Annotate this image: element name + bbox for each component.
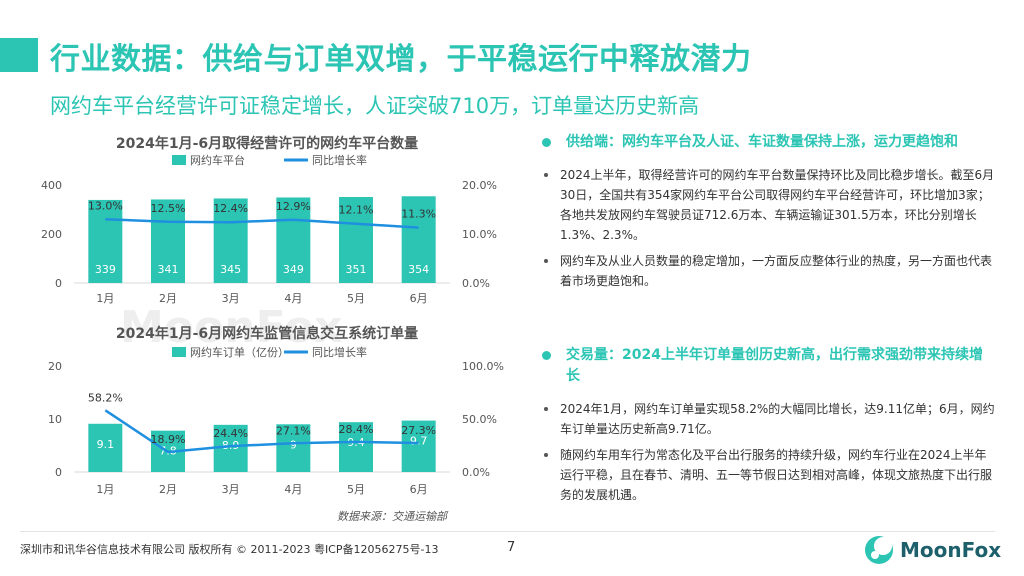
bar [401, 196, 436, 283]
moonfox-logo-icon [865, 536, 893, 564]
growth-value-label: 18.9% [151, 433, 186, 446]
category-label: 6月 [410, 483, 428, 496]
trade-bullet-2-text: 随网约车用车行为常态化及平台出行服务的持续升级，网约车行业在2024上半年运行平… [560, 448, 993, 502]
growth-value-label: 28.4% [339, 423, 374, 436]
bar-value-label: 349 [283, 263, 304, 276]
legend-bar-swatch [172, 155, 186, 165]
legend-line-label: 同比增长率 [312, 345, 367, 359]
bar [276, 424, 311, 472]
growth-value-label: 12.5% [151, 202, 186, 215]
chart-title: 2024年1月-6月网约车监管信息交互系统订单量 [116, 325, 418, 342]
chart-title: 2024年1月-6月取得经营许可的网约车平台数量 [116, 135, 418, 152]
bar-value-label: 354 [408, 263, 429, 276]
bullet-dot-icon [544, 259, 548, 263]
trade-bullet-1: 2024年1月，网约车订单量实现58.2%的大幅同比增长，达9.11亿单；6月，… [536, 399, 996, 439]
growth-value-label: 27.1% [276, 424, 311, 437]
growth-value-label: 12.4% [213, 202, 248, 215]
bar [401, 420, 436, 472]
y2-tick-label: 100.0% [462, 360, 504, 373]
trade-heading: 交易量：2024上半年订单量创历史新高，出行需求强劲带来持续增长 [536, 345, 996, 387]
bullet-dot-icon [544, 407, 548, 411]
bar [213, 198, 248, 283]
y2-tick-label: 50.0% [462, 413, 497, 426]
category-label: 4月 [284, 292, 302, 305]
y-tick-label: 200 [41, 228, 62, 241]
bar-value-label: 9.7 [410, 435, 428, 448]
bullet-dot-icon [544, 453, 548, 457]
category-label: 2月 [159, 292, 177, 305]
bar-value-label: 339 [95, 263, 116, 276]
footer-copyright: 深圳市和讯华谷信息技术有限公司 版权所有 © 2011-2023 粤ICP备12… [20, 543, 439, 556]
bar [88, 199, 123, 283]
bar-value-label: 9.1 [97, 438, 115, 451]
bar-value-label: 345 [220, 263, 241, 276]
page-title: 行业数据：供给与订单双增，于平稳运行中释放潜力 [50, 42, 752, 77]
bar [151, 199, 185, 283]
footer-divider [20, 531, 995, 532]
category-label: 5月 [347, 292, 365, 305]
bar [339, 197, 373, 283]
category-label: 3月 [222, 483, 240, 496]
bar [276, 197, 311, 283]
growth-value-label: 11.3% [401, 208, 436, 221]
growth-value-label: 24.4% [213, 427, 248, 440]
category-label: 6月 [410, 292, 428, 305]
growth-value-label: 27.3% [401, 424, 436, 437]
legend-bar-swatch [172, 347, 186, 357]
bar-value-label: 341 [158, 263, 179, 276]
supply-bullet-1-text: 2024上半年，取得经营许可的网约车平台数量保持环比及同比稳步增长。截至6月30… [560, 168, 995, 242]
growth-line [105, 218, 419, 229]
category-label: 1月 [96, 483, 114, 496]
supply-bullet-2: 网约车及从业人员数量的稳定增加，一方面反应整体行业的热度，另一方面也代表着市场更… [536, 251, 996, 291]
category-label: 3月 [222, 292, 240, 305]
bar-value-label: 9 [290, 438, 297, 451]
growth-value-label: 12.9% [276, 200, 311, 213]
supply-heading-text: 供给端：网约车平台及人证、车证数量保持上涨，运力更趋饱和 [566, 134, 958, 150]
bullet-dot-icon [544, 173, 548, 177]
y-tick-label: 0 [55, 466, 62, 479]
title-accent-bar [0, 38, 38, 72]
category-label: 4月 [284, 483, 302, 496]
source-note: 数据来源：交通运输部 [337, 510, 449, 523]
y-tick-label: 0 [55, 277, 62, 290]
legend-bar-label: 网约车平台 [190, 153, 245, 167]
watermark: MoonFox [120, 302, 342, 353]
growth-value-label: 12.1% [339, 204, 374, 217]
logo-wordmark: MoonFox [900, 538, 1002, 562]
y-tick-label: 10 [48, 413, 62, 426]
y2-tick-label: 0.0% [462, 466, 490, 479]
y-tick-label: 20 [48, 360, 62, 373]
y-tick-label: 400 [41, 179, 62, 192]
y2-tick-label: 10.0% [462, 228, 497, 241]
trade-bullet-1-text: 2024年1月，网约车订单量实现58.2%的大幅同比增长，达9.11亿单；6月，… [560, 402, 995, 436]
supply-heading: 供给端：网约车平台及人证、车证数量保持上涨，运力更趋饱和 [536, 132, 996, 153]
growth-value-label: 58.2% [88, 391, 123, 404]
y2-tick-label: 20.0% [462, 179, 497, 192]
supply-bullet-1: 2024上半年，取得经营许可的网约车平台数量保持环比及同比稳步增长。截至6月30… [536, 165, 996, 245]
growth-line [104, 409, 419, 454]
category-label: 2月 [159, 483, 177, 496]
trade-heading-text: 交易量：2024上半年订单量创历史新高，出行需求强劲带来持续增长 [566, 347, 983, 384]
supply-bullet-icon [542, 138, 551, 147]
category-label: 5月 [347, 483, 365, 496]
bar [339, 422, 373, 472]
bar-value-label: 351 [346, 263, 367, 276]
category-label: 1月 [96, 292, 114, 305]
supply-bullet-2-text: 网约车及从业人员数量的稳定增加，一方面反应整体行业的热度，另一方面也代表着市场更… [560, 254, 993, 288]
bar [88, 423, 123, 472]
page-subtitle: 网约车平台经营许可证稳定增长，人证突破710万，订单量达历史新高 [50, 94, 700, 118]
supply-section: 供给端：网约车平台及人证、车证数量保持上涨，运力更趋饱和 2024上半年，取得经… [536, 132, 996, 291]
trade-bullet-icon [542, 351, 551, 360]
y2-tick-label: 0.0% [462, 277, 490, 290]
legend-bar-label: 网约车订单（亿份） [190, 345, 289, 359]
trade-section: 交易量：2024上半年订单量创历史新高，出行需求强劲带来持续增长 2024年1月… [536, 345, 996, 505]
legend-line-label: 同比增长率 [312, 153, 367, 167]
trade-bullet-2: 随网约车用车行为常态化及平台出行服务的持续升级，网约车行业在2024上半年运行平… [536, 445, 996, 505]
page-number: 7 [507, 540, 516, 555]
growth-value-label: 13.0% [88, 199, 123, 212]
